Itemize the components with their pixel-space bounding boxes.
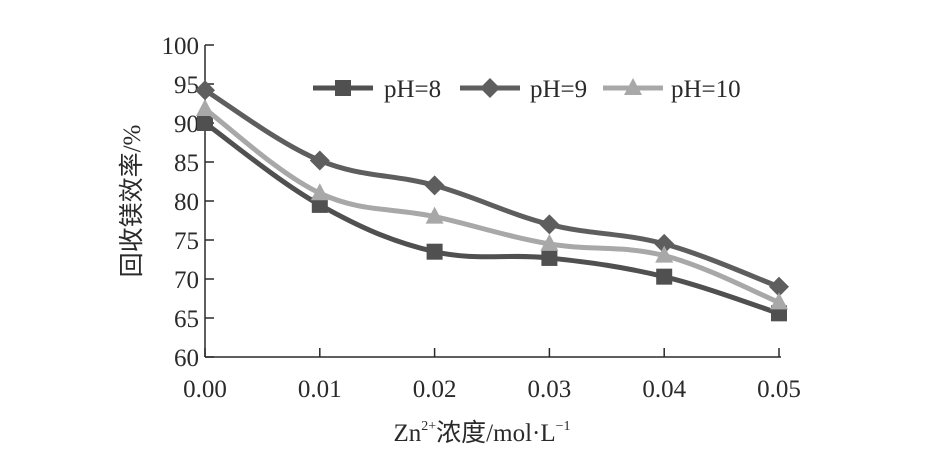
legend-item: pH=8	[313, 76, 441, 103]
y-tick-label: 100	[162, 33, 200, 60]
x-axis-title: Zn2+浓度/mol·L−1	[393, 419, 570, 447]
data-point	[197, 115, 213, 131]
data-point	[195, 80, 215, 101]
legend-marker	[480, 78, 500, 98]
series-line	[202, 106, 782, 305]
data-point	[196, 98, 214, 116]
y-tick-label: 95	[174, 72, 199, 99]
y-axis-title: 回收镁效率/%	[118, 125, 146, 278]
data-point	[311, 196, 328, 213]
x-tick-label: 0.02	[413, 376, 457, 403]
x-axis-title-sup: 2+	[421, 419, 436, 434]
x-ticks: 0.00 0.01 0.02 0.03 0.04 0.05	[183, 348, 801, 403]
data-point	[425, 206, 444, 224]
data-point	[540, 233, 559, 251]
y-tick-label: 85	[174, 150, 199, 177]
legend-label: pH=9	[530, 76, 587, 103]
x-tick-label: 0.03	[528, 376, 572, 403]
data-point	[656, 268, 673, 285]
legend-item: pH=10	[603, 76, 741, 103]
y-tick-label: 60	[174, 345, 199, 372]
series-line	[202, 120, 782, 316]
series-line	[202, 87, 782, 290]
x-axis-title-sup2: −1	[556, 419, 571, 434]
data-point	[769, 276, 789, 297]
y-tick-label: 75	[174, 228, 199, 255]
legend: pH=8 pH=9 pH=10	[313, 76, 741, 103]
x-tick-label: 0.04	[642, 376, 686, 403]
data-point	[770, 292, 788, 310]
data-point	[309, 150, 330, 171]
legend-marker	[624, 78, 642, 95]
y-tick-label: 90	[174, 111, 199, 138]
y-ticks: 60 65 70 75 80 85 90 95 100	[162, 33, 214, 372]
legend-label: pH=10	[671, 76, 741, 103]
series-1	[197, 115, 787, 322]
x-tick-label: 0.01	[298, 376, 342, 403]
data-point	[541, 249, 558, 266]
y-tick-label: 80	[174, 189, 199, 216]
x-axis-title-main: Zn	[393, 420, 421, 447]
series-3	[196, 98, 788, 310]
legend-marker	[335, 80, 351, 96]
x-tick-label: 0.00	[183, 376, 227, 403]
data-point	[426, 243, 443, 260]
x-axis-title-rest: 浓度/mol·L	[436, 419, 555, 447]
data-point	[539, 214, 560, 235]
data-point	[424, 175, 445, 196]
y-tick-label: 65	[174, 306, 199, 333]
data-point	[655, 245, 674, 263]
data-point	[654, 233, 675, 254]
data-point	[310, 183, 329, 201]
series-2	[195, 80, 789, 297]
legend-item: pH=9	[460, 76, 587, 103]
y-tick-label: 70	[174, 267, 199, 294]
series-layer	[195, 80, 789, 322]
x-tick-label: 0.05	[757, 376, 801, 403]
legend-label: pH=8	[384, 76, 441, 103]
